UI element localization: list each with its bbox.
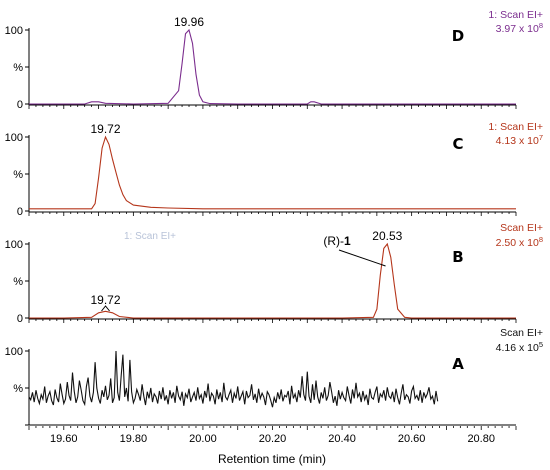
panel-a-axes	[25, 349, 517, 430]
x-tick-label: 19.60	[50, 433, 78, 445]
x-axis-title: Retention time (min)	[218, 452, 326, 466]
panel-d-intensity-exponent: 8	[539, 21, 543, 30]
panel-b-intensity-exponent: 8	[539, 235, 543, 244]
panel-d-peak-label: 19.96	[174, 15, 204, 29]
panel-d-intensity: 3.97 x 108	[496, 21, 543, 36]
panel-d-y-tick-100: 100	[5, 25, 23, 37]
panel-b: 100 % 0 1: Scan EI+ 20.53 19.72 (R)-1 Sc…	[5, 222, 543, 325]
panel-c-y-tick-100: 100	[5, 132, 23, 144]
panel-b-compound-prefix: (R)-	[323, 234, 344, 248]
x-tick-label: 20.60	[398, 433, 426, 445]
panel-b-minor-peak-marker	[101, 305, 110, 312]
panel-b-y-tick-100: 100	[5, 239, 23, 251]
panel-d-y-tick-0: 0	[17, 99, 23, 111]
panel-a-y-tick-percent: %	[13, 383, 23, 395]
panel-b-peak-label-main: 20.53	[372, 229, 402, 243]
panel-c-letter: C	[452, 135, 463, 153]
x-tick-label: 20.00	[189, 433, 217, 445]
panel-c-peak-label: 19.72	[91, 122, 121, 136]
panel-b-intensity: 2.50 x 108	[496, 235, 543, 250]
panel-c-y-tick-percent: %	[13, 169, 23, 181]
panel-b-intensity-mantissa: 2.50 x 10	[496, 237, 539, 249]
panel-a-trace	[28, 350, 439, 408]
panel-a-letter: A	[452, 355, 464, 373]
panel-c-intensity-exponent: 7	[539, 133, 543, 142]
panel-a-intensity-exponent: 5	[539, 340, 543, 349]
panel-d-letter: D	[452, 27, 464, 45]
panel-c-intensity-mantissa: 4.13 x 10	[496, 135, 539, 147]
panel-c-y-tick-0: 0	[17, 206, 23, 218]
panel-b-y-tick-0: 0	[17, 313, 23, 325]
panel-a: 100 % Scan EI+ 4.16 x 105 A	[5, 327, 543, 430]
panel-c-scan-label: 1: Scan EI+	[488, 121, 543, 133]
panel-c-axes	[25, 135, 517, 216]
x-tick-label: 20.20	[259, 433, 287, 445]
x-tick-label: 19.80	[120, 433, 148, 445]
panel-d: 100 % 0 19.96 1: Scan EI+ 3.97 x 108 D	[5, 9, 543, 111]
panel-d-axes	[25, 28, 517, 109]
panel-b-y-tick-percent: %	[13, 276, 23, 288]
panel-b-scan-label: Scan EI+	[500, 222, 543, 234]
panel-a-y-tick-100: 100	[5, 346, 23, 358]
panel-d-scan-label: 1: Scan EI+	[488, 9, 543, 21]
panel-c: 100 % 0 19.72 1: Scan EI+ 4.13 x 107 C	[5, 121, 543, 218]
panel-a-scan-label: Scan EI+	[500, 327, 543, 339]
panel-b-compound-label: (R)-1	[323, 234, 351, 248]
panel-b-faded-scan-label: 1: Scan EI+	[124, 231, 176, 242]
panel-c-intensity: 4.13 x 107	[496, 133, 543, 148]
x-tick-label: 20.80	[467, 433, 495, 445]
x-axis: 19.60 19.80 20.00 20.20 20.40 20.60 20.80	[50, 433, 495, 445]
panel-b-compound-number: 1	[344, 234, 351, 248]
panel-b-axes	[25, 242, 517, 323]
panel-b-compound-leader-line	[338, 249, 386, 267]
panel-d-y-tick-percent: %	[13, 62, 23, 74]
panel-d-intensity-mantissa: 3.97 x 10	[496, 23, 539, 35]
panel-a-intensity-mantissa: 4.16 x 10	[496, 342, 539, 354]
panel-b-peak-label-minor: 19.72	[91, 293, 121, 307]
panel-d-trace	[29, 28, 516, 105]
panel-a-intensity: 4.16 x 105	[496, 340, 543, 355]
panel-c-trace	[29, 135, 516, 210]
panel-b-trace	[29, 242, 516, 319]
x-tick-label: 20.40	[328, 433, 356, 445]
panel-b-letter: B	[452, 248, 463, 266]
